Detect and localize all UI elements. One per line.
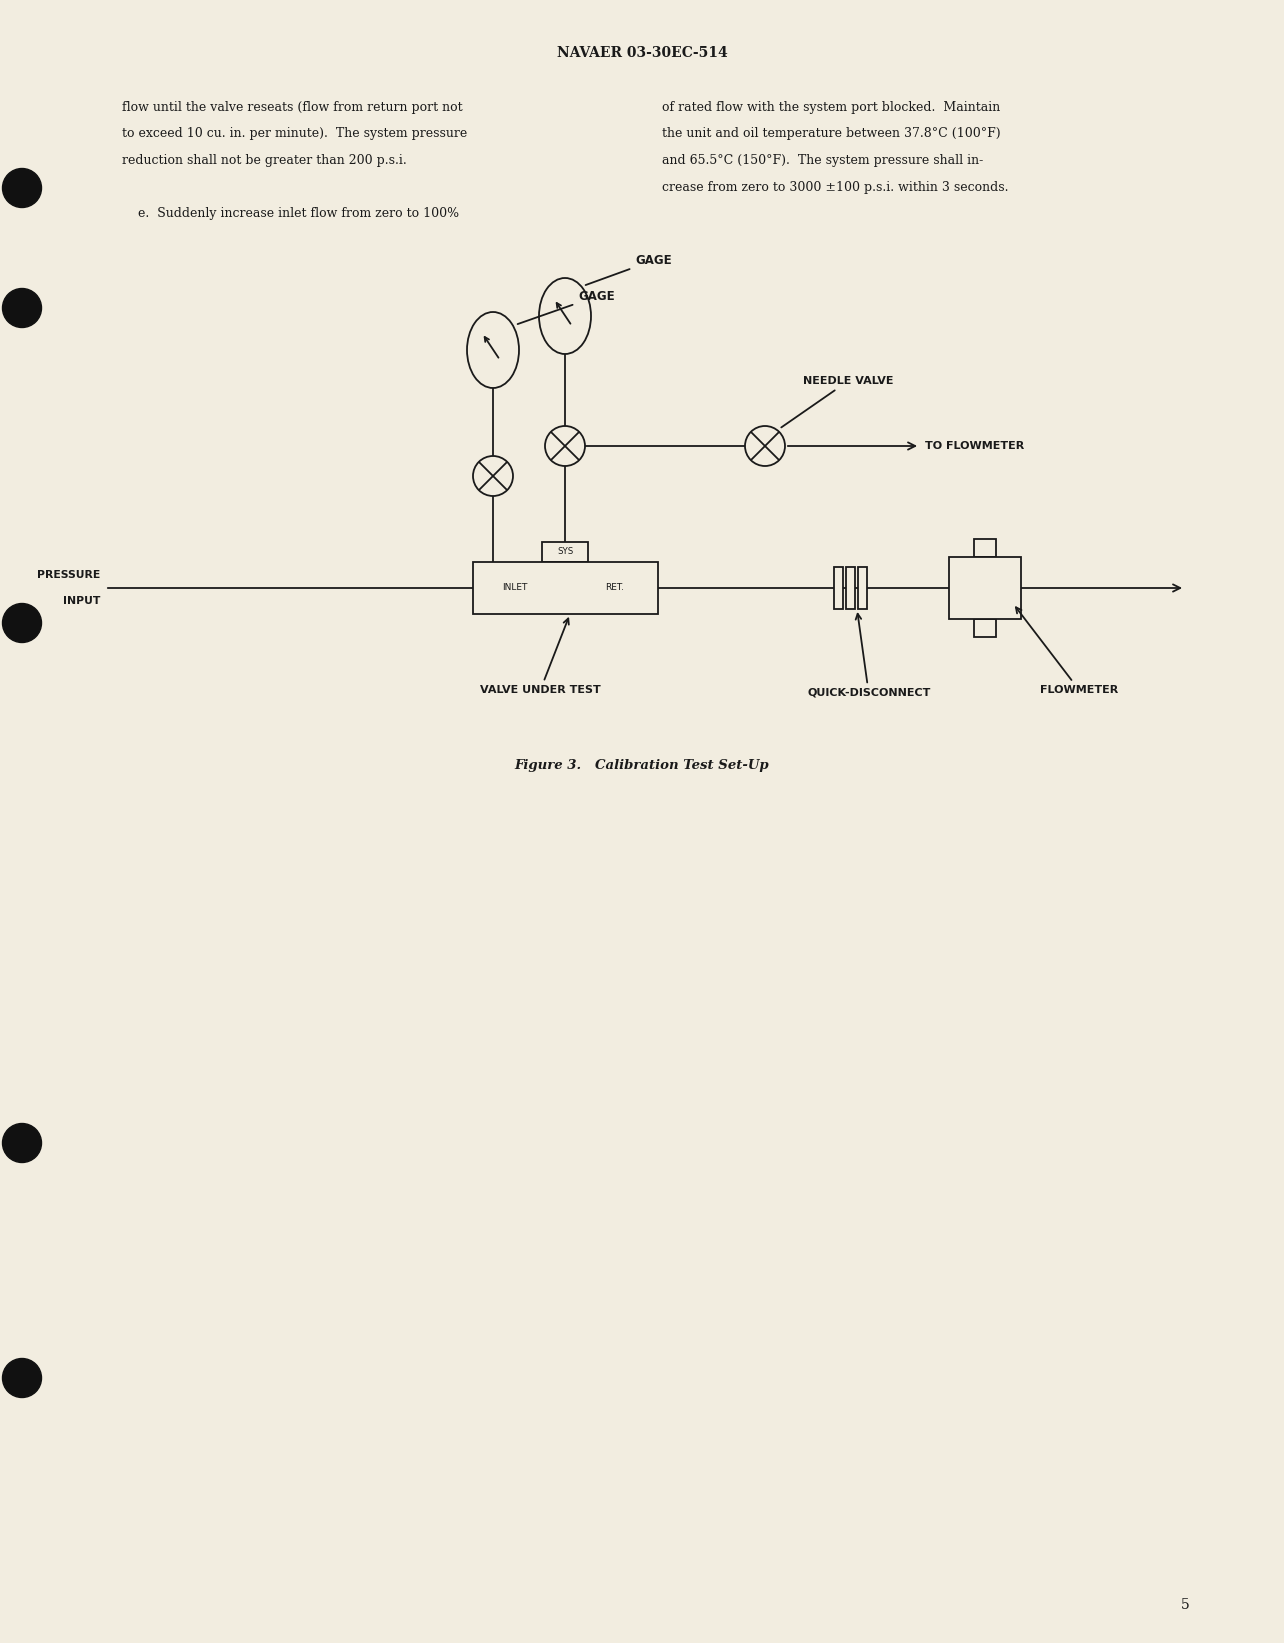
Text: VALVE UNDER TEST: VALVE UNDER TEST: [480, 618, 601, 695]
Text: GAGE: GAGE: [586, 255, 672, 284]
Bar: [833, 567, 844, 610]
Text: SYS: SYS: [557, 547, 573, 557]
Text: the unit and oil temperature between 37.8°C (100°F): the unit and oil temperature between 37.…: [663, 128, 1000, 141]
Text: TO FLOWMETER: TO FLOWMETER: [924, 440, 1025, 450]
Bar: [975, 619, 996, 637]
Circle shape: [544, 426, 586, 467]
Text: GAGE: GAGE: [517, 291, 615, 324]
Text: INLET: INLET: [502, 583, 528, 593]
Text: flow until the valve reseats (flow from return port not: flow until the valve reseats (flow from …: [122, 100, 462, 113]
Circle shape: [3, 169, 41, 207]
Text: 5: 5: [1180, 1599, 1189, 1612]
Circle shape: [473, 457, 514, 496]
Text: and 65.5°C (150°F).  The system pressure shall in-: and 65.5°C (150°F). The system pressure …: [663, 154, 984, 168]
Text: of rated flow with the system port blocked.  Maintain: of rated flow with the system port block…: [663, 100, 1000, 113]
Bar: [949, 557, 1021, 619]
Text: QUICK-DISCONNECT: QUICK-DISCONNECT: [808, 614, 931, 698]
Ellipse shape: [539, 278, 591, 353]
Text: NEEDLE VALVE: NEEDLE VALVE: [781, 376, 894, 427]
Text: PRESSURE: PRESSURE: [37, 570, 100, 580]
Circle shape: [3, 289, 41, 327]
Text: crease from zero to 3000 ±100 p.s.i. within 3 seconds.: crease from zero to 3000 ±100 p.s.i. wit…: [663, 181, 1008, 194]
Text: FLOWMETER: FLOWMETER: [1016, 608, 1118, 695]
Text: NAVAER 03-30EC-514: NAVAER 03-30EC-514: [557, 46, 727, 61]
Bar: [975, 539, 996, 557]
Bar: [473, 562, 657, 614]
Text: to exceed 10 cu. in. per minute).  The system pressure: to exceed 10 cu. in. per minute). The sy…: [122, 128, 467, 141]
Circle shape: [3, 1124, 41, 1163]
Bar: [858, 567, 867, 610]
Text: RET.: RET.: [606, 583, 624, 593]
Ellipse shape: [467, 312, 519, 388]
Circle shape: [3, 603, 41, 642]
Text: INPUT: INPUT: [63, 596, 100, 606]
Text: reduction shall not be greater than 200 p.s.i.: reduction shall not be greater than 200 …: [122, 154, 407, 168]
Circle shape: [745, 426, 785, 467]
Text: Figure 3.   Calibration Test Set-Up: Figure 3. Calibration Test Set-Up: [515, 759, 769, 772]
Circle shape: [3, 1359, 41, 1398]
Bar: [542, 542, 588, 562]
Text: e.  Suddenly increase inlet flow from zero to 100%: e. Suddenly increase inlet flow from zer…: [122, 207, 460, 220]
Bar: [846, 567, 855, 610]
